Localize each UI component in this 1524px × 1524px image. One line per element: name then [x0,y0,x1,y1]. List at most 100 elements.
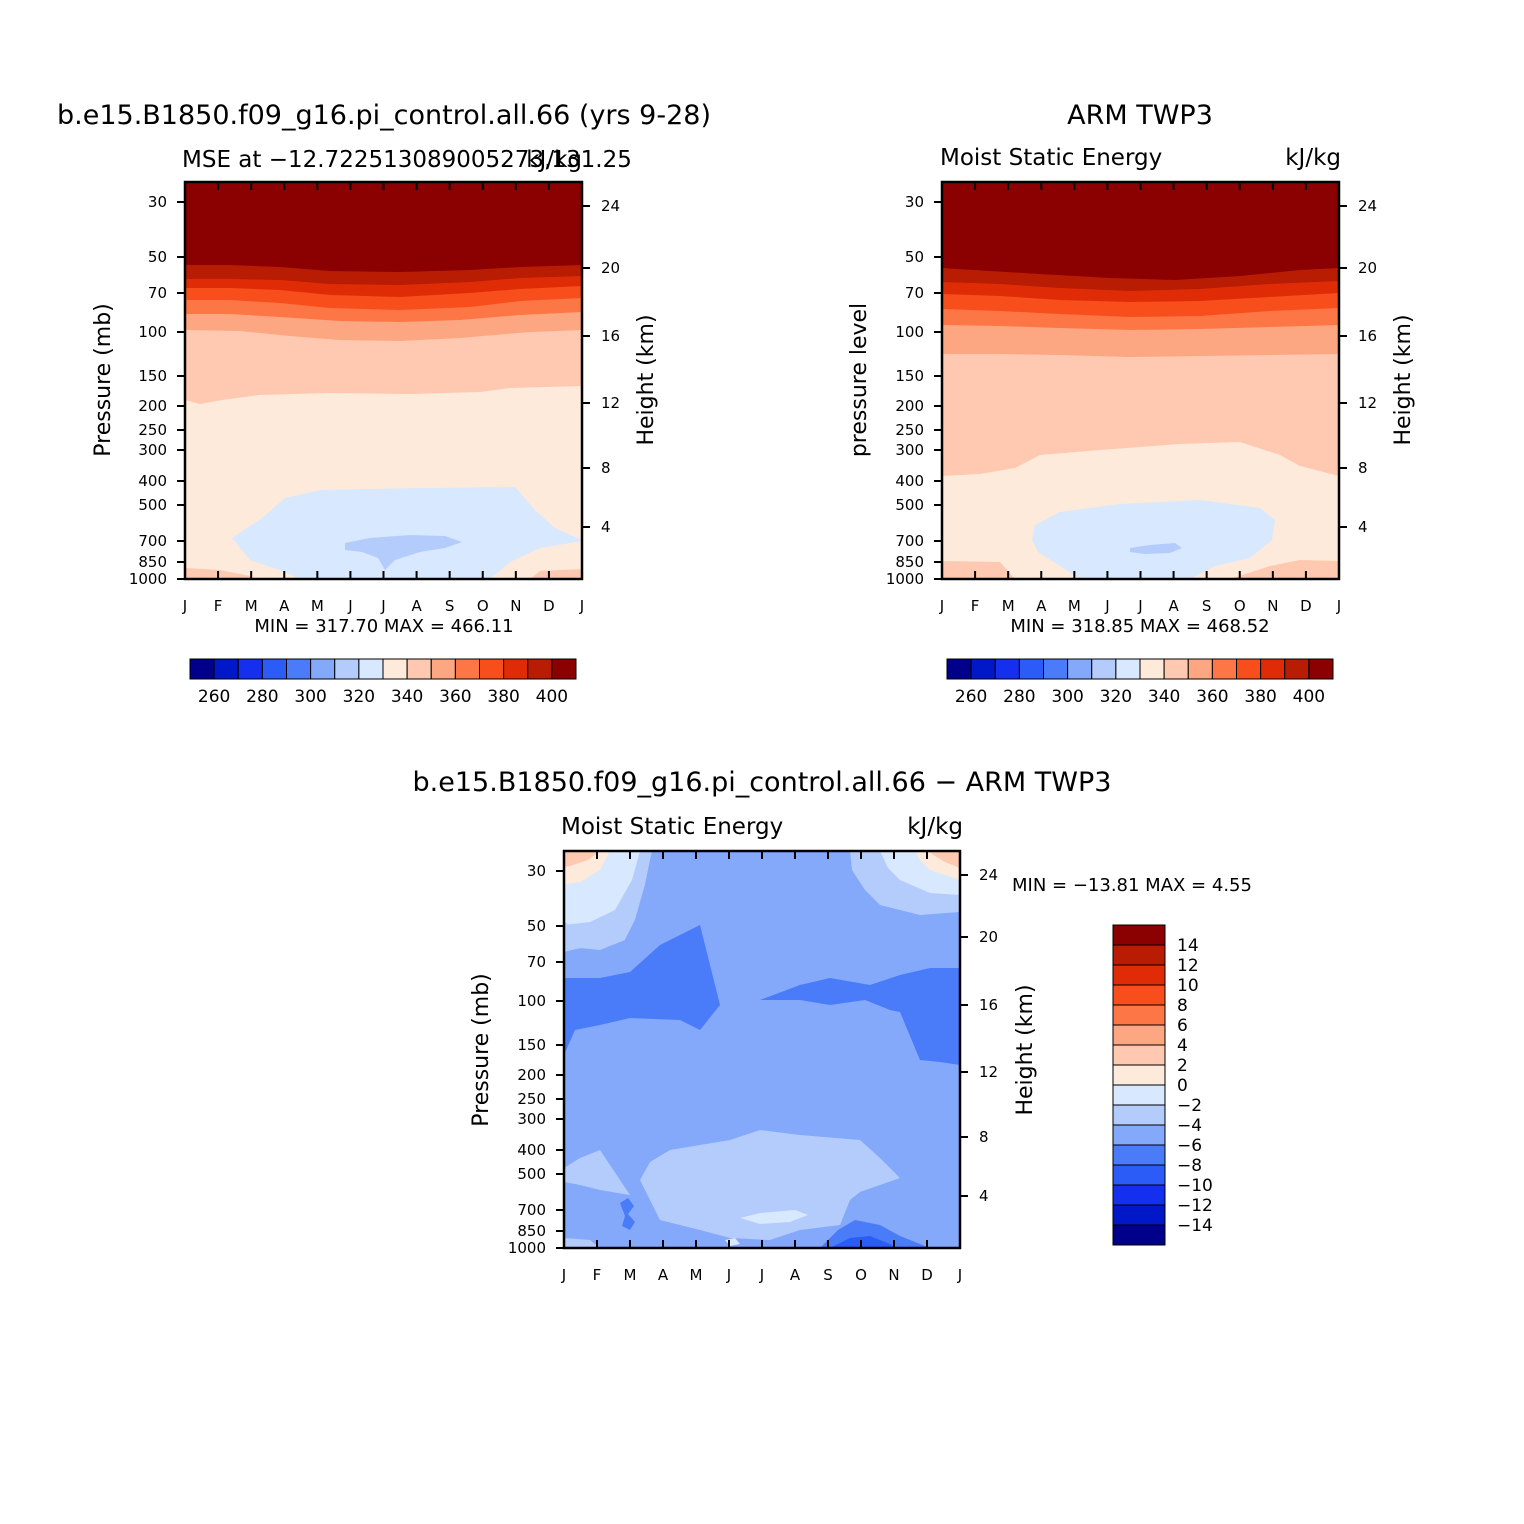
colorbar-label: 320 [343,687,375,707]
contour-band [928,851,960,868]
colorbar-label: 340 [391,687,423,707]
panel-subtitle-left: Moist Static Energy [940,145,1162,171]
colorbar-swatch [310,658,336,680]
contour-band [942,182,1339,280]
colorbar-label: 6 [1177,1016,1188,1036]
x-tick-label: J [759,1266,764,1284]
height-tick-label: 8 [601,459,611,477]
contour-band [564,851,960,1195]
pressure-tick-label: 200 [895,397,924,415]
y-axis-label-right: Height (km) [634,314,659,445]
contour-band [830,1236,895,1248]
colorbar-label: −2 [1177,1096,1202,1116]
height-tick-label: 4 [601,518,611,536]
height-tick-label: 8 [979,1128,989,1146]
contour-band [760,968,960,1065]
colorbar-label: 360 [439,687,471,707]
colorbar-label: 280 [246,687,278,707]
colorbar-swatch [213,658,239,680]
colorbar-label: 300 [1051,687,1083,707]
x-tick-label: S [823,1266,833,1284]
x-tick-label: M [1002,597,1015,615]
colorbar-swatch [1112,1004,1166,1026]
x-tick-label: F [214,597,223,615]
pressure-tick-label: 50 [148,248,167,266]
pressure-tick-label: 850 [895,553,924,571]
x-tick-label: J [939,597,944,615]
x-tick-label: D [921,1266,933,1284]
pressure-tick-label: 500 [895,496,924,514]
axes: J F M A M J J A S O N D J 30 50 70 100 150 200 250 300 400 500… [886,182,1377,615]
pressure-tick-label: 700 [138,532,167,550]
x-tick-label: J [957,1266,962,1284]
panel-model: b.e15.B1850.f09_g16.pi_control.all.66 (y… [57,100,711,707]
colorbar-swatch [358,658,384,680]
x-tick-label: J [561,1266,566,1284]
contour-band [1230,560,1339,579]
pressure-tick-label: 70 [527,953,546,971]
panel-difference: b.e15.B1850.f09_g16.pi_control.all.66 − … [413,767,1252,1284]
pressure-tick-label: 200 [517,1066,546,1084]
pressure-tick-label: 300 [895,441,924,459]
height-tick-label: 20 [601,259,620,277]
pressure-tick-label: 300 [138,441,167,459]
x-tick-label: J [347,597,352,615]
colorbar-swatch [527,658,553,680]
colorbar-label: 260 [955,687,987,707]
contour-field [185,182,582,579]
colorbar-label: 320 [1100,687,1132,707]
contour-band [564,851,600,867]
colorbar-swatch [382,658,408,680]
x-tick-label: N [888,1266,899,1284]
colorbar-label: 8 [1177,996,1188,1016]
height-tick-label: 24 [601,197,620,215]
colorbar-swatch [1112,1024,1166,1046]
panel-title: b.e15.B1850.f09_g16.pi_control.all.66 − … [413,767,1112,798]
x-tick-label: J [1104,597,1109,615]
axes: J F M A M J J A S O N D J 30 50 70 100 150 200 250 300 400 500… [129,182,620,615]
pressure-tick-label: 50 [905,248,924,266]
colorbar-swatch [479,658,505,680]
contour-band [640,1130,900,1240]
contour-band [564,1238,600,1248]
colorbar-label: −8 [1177,1156,1202,1176]
colorbar-swatch [1112,964,1166,986]
colorbar-swatch [189,658,215,680]
x-tick-label: N [1267,597,1278,615]
pressure-tick-label: 250 [138,421,167,439]
panel-title: ARM TWP3 [1067,100,1213,131]
colorbar: 260 280 300 320 340 360 380 400 [189,658,577,707]
pressure-tick-label: 100 [517,992,546,1010]
colorbar-label: 14 [1177,936,1199,956]
colorbar-label: 380 [1244,687,1276,707]
x-tick-label: N [510,597,521,615]
panel-title: b.e15.B1850.f09_g16.pi_control.all.66 (y… [57,100,711,131]
colorbar-label: 4 [1177,1036,1188,1056]
contour-band [740,1210,808,1224]
pressure-tick-label: 400 [895,472,924,490]
pressure-tick-label: 700 [895,532,924,550]
y-axis-label-left: Pressure (mb) [469,973,494,1127]
pressure-tick-label: 100 [138,323,167,341]
colorbar-swatch [1163,658,1189,680]
pressure-tick-label: 70 [905,284,924,302]
y-axis-label-left: pressure level [847,303,872,457]
pressure-tick-label: 400 [517,1141,546,1159]
colorbar-swatch [1112,944,1166,966]
panel-units: kJ/kg [526,147,582,173]
contour-band [185,182,582,272]
colorbar-label: 400 [536,687,568,707]
colorbar-swatch [1112,1164,1166,1186]
colorbar-swatch [1187,658,1213,680]
height-tick-label: 16 [979,996,998,1014]
colorbar-swatch [430,658,456,680]
colorbar-swatch [1018,658,1044,680]
pressure-tick-label: 1000 [886,570,924,588]
panel-units: kJ/kg [907,814,963,840]
colorbar-swatch [1112,984,1166,1006]
x-tick-label: M [245,597,258,615]
height-tick-label: 20 [979,928,998,946]
x-tick-label: D [1300,597,1312,615]
x-tick-label: J [1137,597,1142,615]
colorbar-swatch [1112,1224,1166,1246]
